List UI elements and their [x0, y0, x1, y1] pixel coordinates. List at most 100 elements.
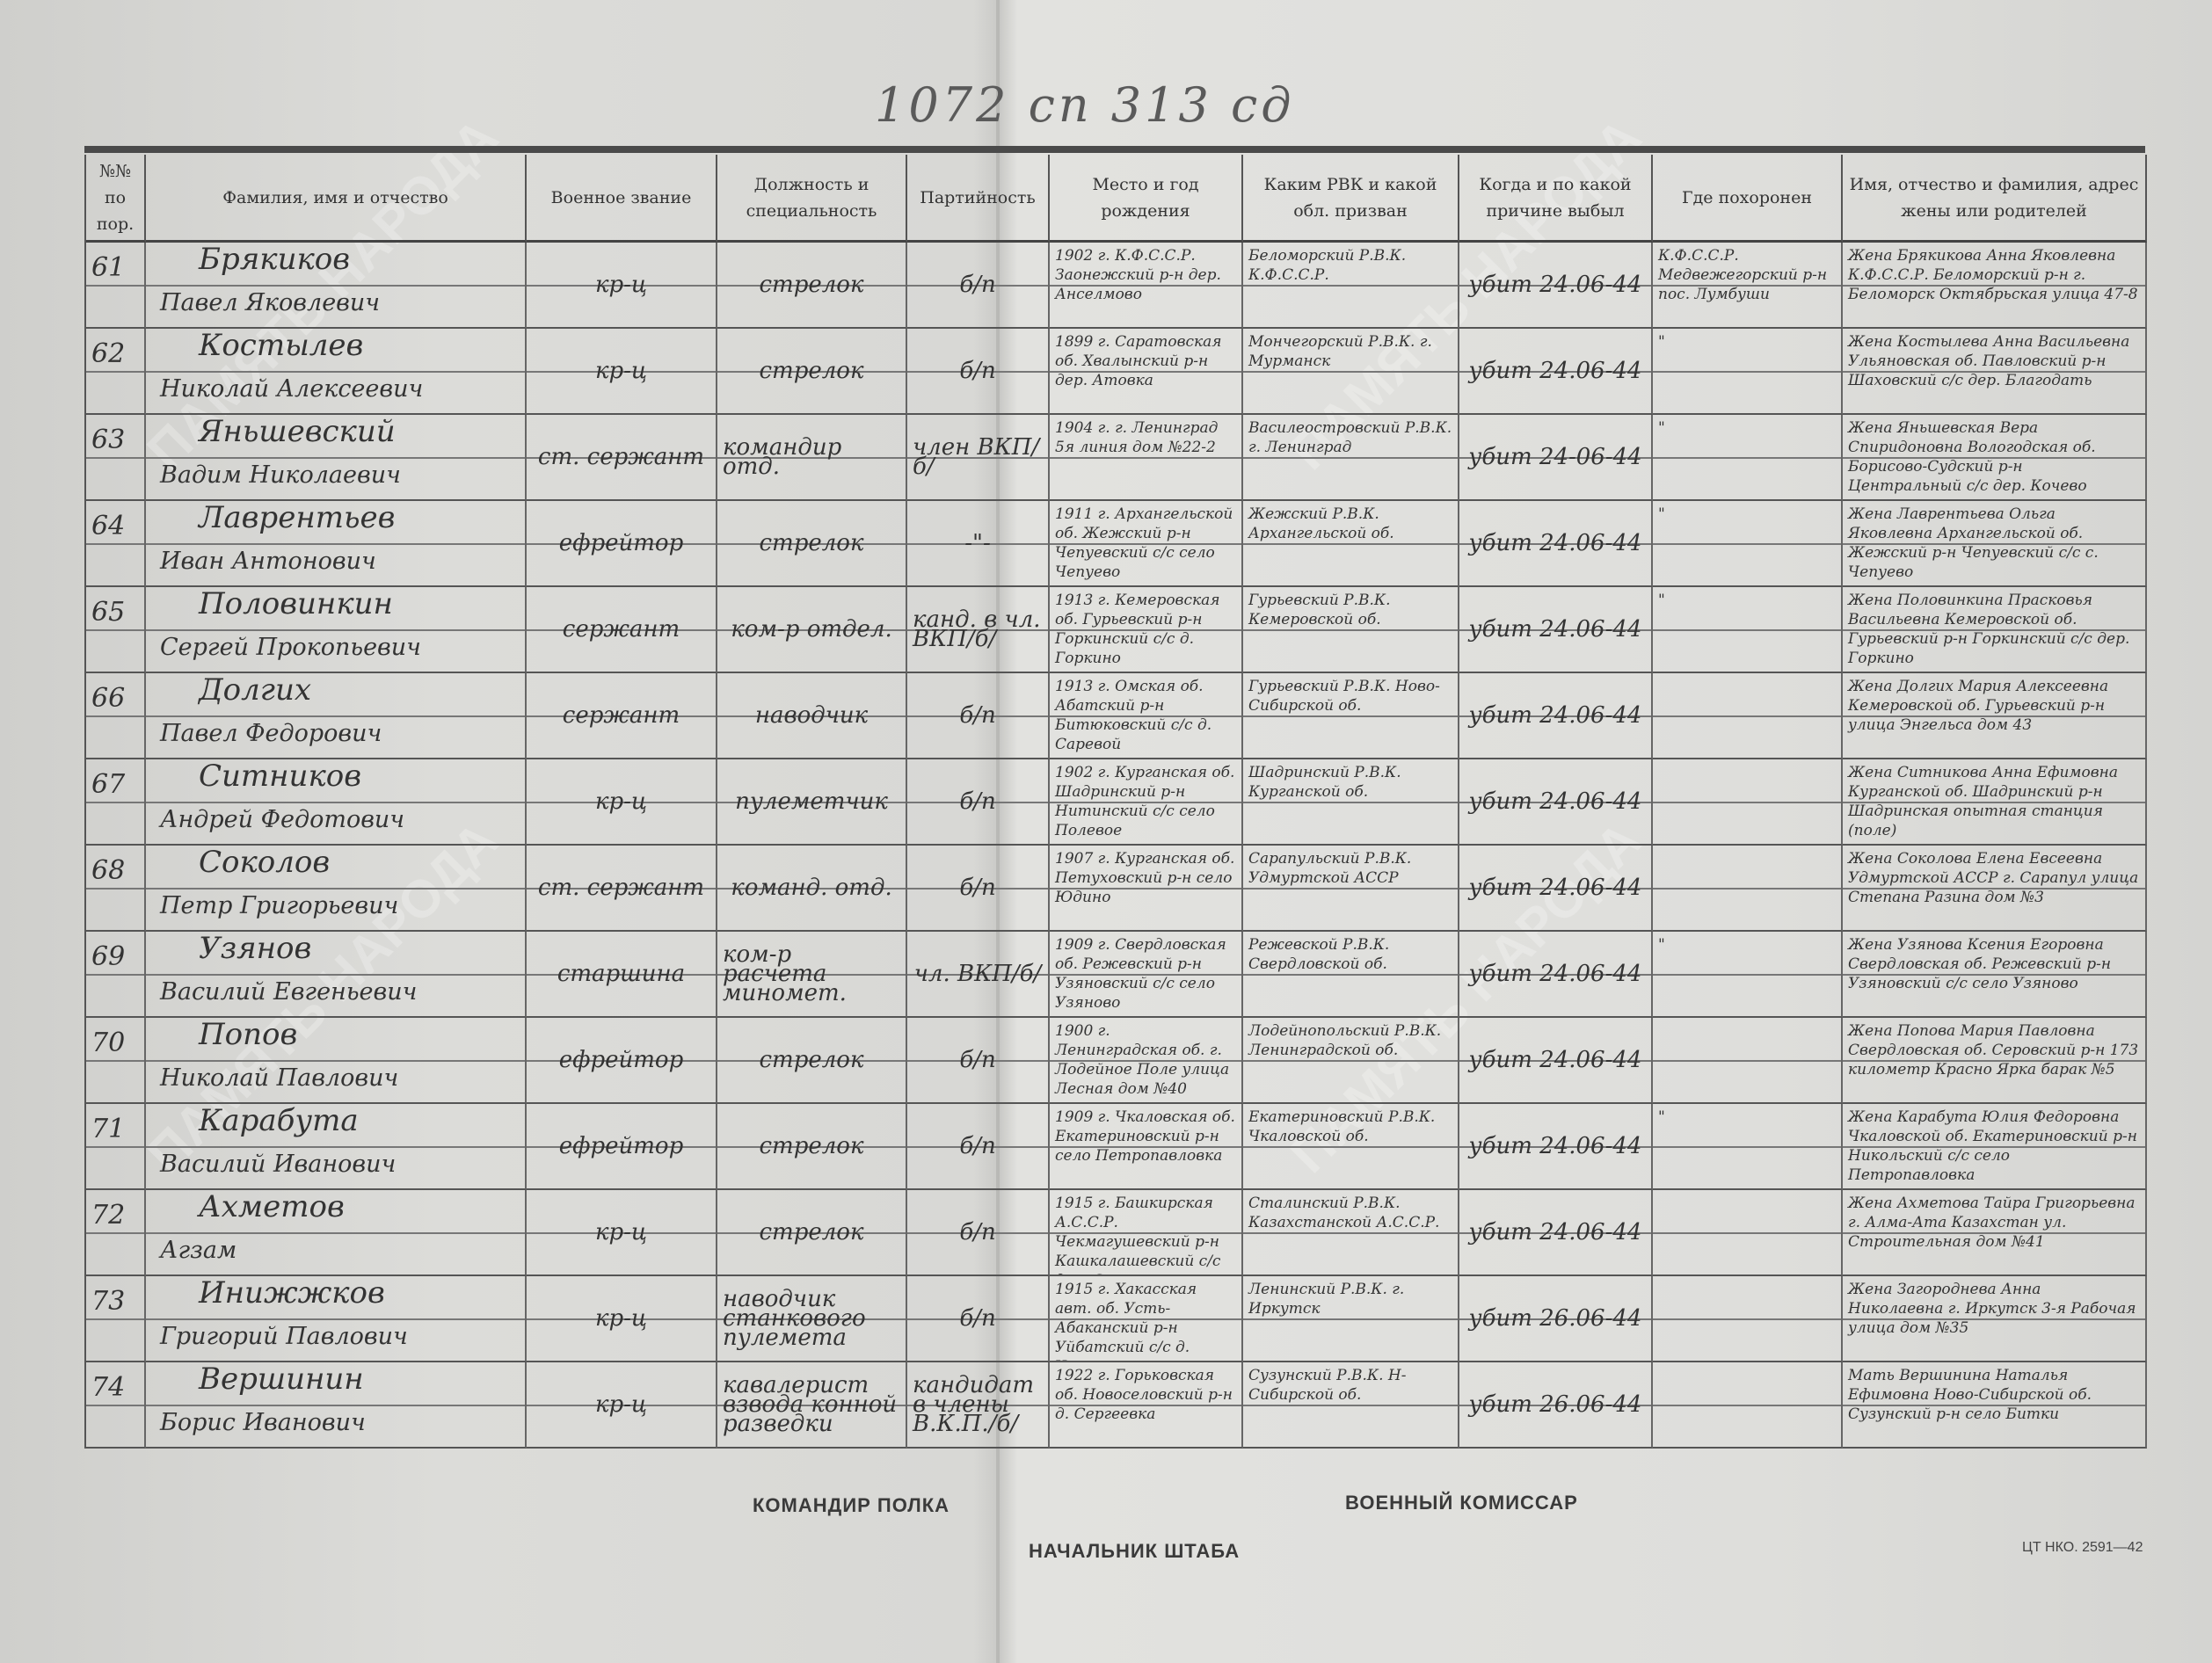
- cell-fate: убит 24.06-44: [1459, 1018, 1653, 1104]
- cell-num: 66: [86, 673, 146, 759]
- cell-num: 62: [86, 329, 146, 415]
- given-names: Василий Евгеньевич: [160, 978, 418, 1006]
- cell-party: б/п: [907, 1104, 1050, 1190]
- cell-fate: убит 24-06-44: [1459, 415, 1653, 501]
- given-names: Агзам: [160, 1237, 237, 1264]
- cell-burial: К.Ф.С.С.Р. Медвежегорский р-н пос. Лумбу…: [1653, 243, 1843, 329]
- surname: Половинкин: [199, 587, 393, 621]
- cell-num: 74: [86, 1362, 146, 1449]
- cell-num: 72: [86, 1190, 146, 1276]
- cell-birth: 1915 г. Башкирская А.С.С.Р. Чекмагушевск…: [1050, 1190, 1243, 1276]
- cell-party: б/п: [907, 1190, 1050, 1276]
- cell-relatives: Жена Брякикова Анна Яковлевна К.Ф.С.С.Р.…: [1843, 243, 2147, 329]
- cell-relatives: Жена Лаврентьева Ольга Яковлевна Арханге…: [1843, 501, 2147, 587]
- cell-party: б/п: [907, 243, 1050, 329]
- column-header: Фамилия, имя и отчество: [146, 155, 527, 243]
- cell-burial: ": [1653, 415, 1843, 501]
- cell-num: 70: [86, 1018, 146, 1104]
- cell-burial: [1653, 846, 1843, 932]
- cell-fate: убит 24.06-44: [1459, 932, 1653, 1018]
- cell-name: Инижжков Григорий Павлович: [146, 1276, 527, 1362]
- form-code: ЦТ НКО. 2591—42: [2022, 1540, 2143, 1555]
- cell-name: Долгих Павел Федорович: [146, 673, 527, 759]
- given-names: Григорий Павлович: [160, 1323, 408, 1350]
- surname: Лаврентьев: [199, 501, 396, 535]
- cell-position: стрелок: [717, 329, 907, 415]
- cell-party: чл. ВКП/б/: [907, 932, 1050, 1018]
- given-names: Николай Павлович: [160, 1064, 399, 1092]
- column-header: Когда и по какой причине выбыл: [1459, 155, 1653, 243]
- column-header: Партийность: [907, 155, 1050, 243]
- cell-rank: ст. сержант: [527, 415, 717, 501]
- cell-position: стрелок: [717, 501, 907, 587]
- cell-birth: 1902 г. Курганская об. Шадринский р-н Ни…: [1050, 759, 1243, 846]
- cell-fate: убит 24.06-44: [1459, 1190, 1653, 1276]
- surname: Вершинин: [199, 1362, 364, 1397]
- surname: Яньшевский: [199, 415, 396, 449]
- surname: Долгих: [199, 673, 312, 708]
- cell-name: Брякиков Павел Яковлевич: [146, 243, 527, 329]
- cell-party: кандидат в члены В.К.П./б/: [907, 1362, 1050, 1449]
- given-names: Сергей Прокопьевич: [160, 634, 421, 661]
- cell-name: Яньшевский Вадим Николаевич: [146, 415, 527, 501]
- cell-birth: 1904 г. г. Ленинград 5я линия дом №22-2: [1050, 415, 1243, 501]
- surname: Ахметов: [199, 1190, 345, 1224]
- cell-birth: 1907 г. Курганская об. Петуховский р-н с…: [1050, 846, 1243, 932]
- column-header: Место и год рождения: [1050, 155, 1243, 243]
- cell-name: Половинкин Сергей Прокопьевич: [146, 587, 527, 673]
- cell-burial: ": [1653, 932, 1843, 1018]
- cell-rvk: Екатериновский Р.В.К. Чкаловской об.: [1243, 1104, 1459, 1190]
- cell-fate: убит 24.06-44: [1459, 329, 1653, 415]
- column-header: Имя, отчество и фамилия, адрес жены или …: [1843, 155, 2147, 243]
- cell-party: член ВКП/б/: [907, 415, 1050, 501]
- cell-fate: убит 24.06-44: [1459, 501, 1653, 587]
- cell-rank: ефрейтор: [527, 1018, 717, 1104]
- cell-burial: [1653, 1362, 1843, 1449]
- cell-name: Карабута Василий Иванович: [146, 1104, 527, 1190]
- cell-rank: кр-ц: [527, 243, 717, 329]
- given-names: Павел Яковлевич: [160, 289, 381, 316]
- surname: Карабута: [199, 1104, 359, 1138]
- cell-position: командир отд.: [717, 415, 907, 501]
- cell-birth: 1922 г. Горьковская об. Новоселовский р-…: [1050, 1362, 1243, 1449]
- given-names: Павел Федорович: [160, 720, 382, 747]
- cell-rvk: Мончегорский Р.В.К. г. Мурманск: [1243, 329, 1459, 415]
- casualty-table: №№ по пор. Фамилия, имя и отчество Военное…: [84, 155, 2147, 1449]
- cell-name: Костылев Николай Алексеевич: [146, 329, 527, 415]
- cell-num: 67: [86, 759, 146, 846]
- cell-rank: кр-ц: [527, 1276, 717, 1362]
- cell-rank: кр-ц: [527, 1190, 717, 1276]
- cell-position: наводчик станкового пулемета: [717, 1276, 907, 1362]
- cell-position: ком-р расчета миномет.: [717, 932, 907, 1018]
- cell-birth: 1900 г. Ленинградская об. г. Лодейное По…: [1050, 1018, 1243, 1104]
- given-names: Петр Григорьевич: [160, 892, 399, 919]
- cell-rvk: Сузунский Р.В.К. Н-Сибирской об.: [1243, 1362, 1459, 1449]
- cell-party: б/п: [907, 1018, 1050, 1104]
- cell-rvk: Василеостровский Р.В.К. г. Ленинград: [1243, 415, 1459, 501]
- surname: Ситников: [199, 759, 362, 794]
- cell-rank: старшина: [527, 932, 717, 1018]
- footer-chief-of-staff: НАЧАЛЬНИК ШТАБА: [1029, 1540, 1241, 1562]
- cell-relatives: Жена Узянова Ксения Егоровна Свердловска…: [1843, 932, 2147, 1018]
- cell-burial: ": [1653, 587, 1843, 673]
- cell-rank: сержант: [527, 673, 717, 759]
- cell-name: Ситников Андрей Федотович: [146, 759, 527, 846]
- cell-rvk: Сталинский Р.В.К. Казахстанской А.С.С.Р.: [1243, 1190, 1459, 1276]
- column-header: Где похоронен: [1653, 155, 1843, 243]
- cell-fate: убит 24.06-44: [1459, 759, 1653, 846]
- cell-relatives: Жена Соколова Елена Евсеевна Удмуртской …: [1843, 846, 2147, 932]
- cell-rvk: Сарапульский Р.В.К. Удмуртской АССР: [1243, 846, 1459, 932]
- cell-position: ком-р отдел.: [717, 587, 907, 673]
- surname: Брякиков: [199, 243, 351, 277]
- cell-rvk: Лодейнопольский Р.В.К. Ленинградской об.: [1243, 1018, 1459, 1104]
- cell-burial: [1653, 759, 1843, 846]
- cell-name: Попов Николай Павлович: [146, 1018, 527, 1104]
- cell-rvk: Жежский Р.В.К. Архангельской об.: [1243, 501, 1459, 587]
- cell-name: Узянов Василий Евгеньевич: [146, 932, 527, 1018]
- cell-burial: [1653, 673, 1843, 759]
- column-header: №№ по пор.: [86, 155, 146, 243]
- surname: Костылев: [199, 329, 364, 363]
- surname: Попов: [199, 1018, 298, 1052]
- cell-party: канд. в чл. ВКП/б/: [907, 587, 1050, 673]
- cell-name: Ахметов Агзам: [146, 1190, 527, 1276]
